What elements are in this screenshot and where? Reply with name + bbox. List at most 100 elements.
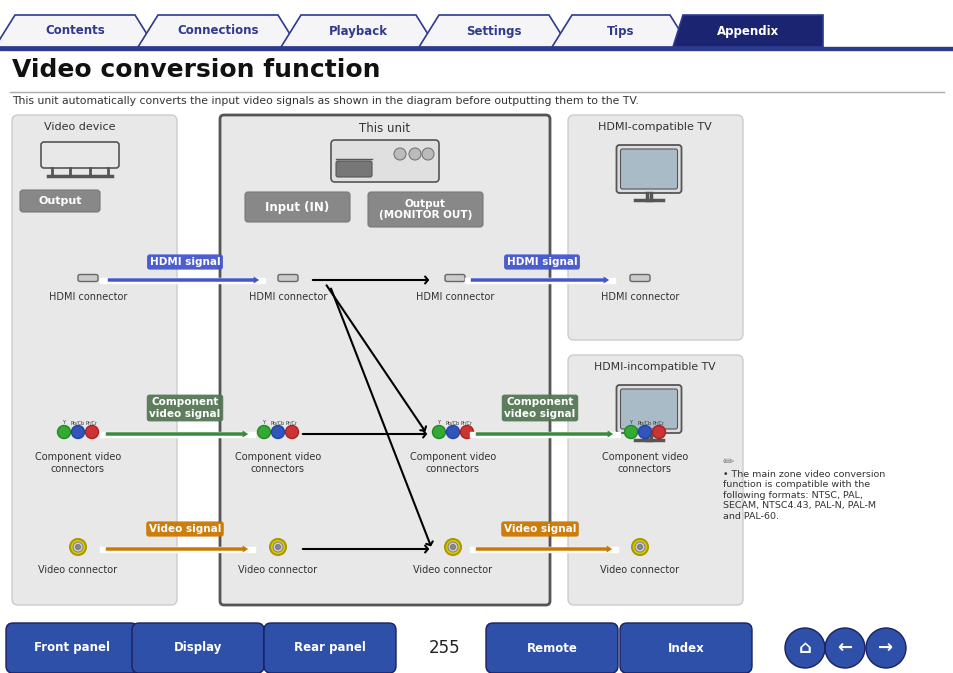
FancyBboxPatch shape bbox=[619, 149, 677, 189]
FancyBboxPatch shape bbox=[277, 275, 297, 281]
Text: HDMI signal: HDMI signal bbox=[150, 257, 220, 267]
FancyBboxPatch shape bbox=[12, 115, 177, 605]
Text: Pb/Cb: Pb/Cb bbox=[71, 421, 85, 425]
Text: HDMI connector: HDMI connector bbox=[600, 292, 679, 302]
Text: Input (IN): Input (IN) bbox=[265, 201, 330, 213]
Circle shape bbox=[446, 425, 459, 439]
FancyBboxPatch shape bbox=[245, 192, 350, 222]
FancyBboxPatch shape bbox=[368, 192, 482, 227]
FancyBboxPatch shape bbox=[619, 623, 751, 673]
Text: This unit automatically converts the input video signals as shown in the diagram: This unit automatically converts the inp… bbox=[12, 96, 639, 106]
Text: This unit: This unit bbox=[359, 122, 410, 135]
Text: ⌂: ⌂ bbox=[798, 639, 811, 657]
Text: Component
video signal: Component video signal bbox=[150, 397, 220, 419]
Circle shape bbox=[394, 148, 406, 160]
Text: Contents: Contents bbox=[45, 24, 105, 38]
Text: Remote: Remote bbox=[526, 641, 577, 655]
Text: Output
(MONITOR OUT): Output (MONITOR OUT) bbox=[378, 199, 472, 220]
Polygon shape bbox=[138, 15, 297, 47]
Polygon shape bbox=[0, 15, 154, 47]
Text: Video signal: Video signal bbox=[149, 524, 221, 534]
Circle shape bbox=[272, 425, 284, 439]
Text: Rear panel: Rear panel bbox=[294, 641, 366, 655]
Text: HDMI connector: HDMI connector bbox=[249, 292, 327, 302]
Text: Component video
connectors: Component video connectors bbox=[410, 452, 496, 474]
Text: HDMI connector: HDMI connector bbox=[416, 292, 494, 302]
Text: Component video
connectors: Component video connectors bbox=[234, 452, 321, 474]
FancyBboxPatch shape bbox=[616, 145, 680, 193]
Circle shape bbox=[460, 425, 473, 439]
Text: Video conversion function: Video conversion function bbox=[12, 58, 380, 82]
Circle shape bbox=[635, 542, 644, 552]
Circle shape bbox=[75, 544, 80, 549]
Circle shape bbox=[444, 539, 460, 555]
Polygon shape bbox=[281, 15, 436, 47]
Text: Pr/Cr: Pr/Cr bbox=[86, 421, 98, 425]
Circle shape bbox=[275, 544, 280, 549]
Circle shape bbox=[273, 542, 283, 552]
Text: Appendix: Appendix bbox=[716, 24, 779, 38]
FancyBboxPatch shape bbox=[567, 355, 742, 605]
FancyBboxPatch shape bbox=[629, 275, 649, 281]
Text: 255: 255 bbox=[429, 639, 460, 657]
Polygon shape bbox=[418, 15, 568, 47]
FancyBboxPatch shape bbox=[41, 142, 119, 168]
FancyBboxPatch shape bbox=[444, 275, 464, 281]
Circle shape bbox=[638, 425, 651, 439]
Circle shape bbox=[824, 628, 864, 668]
Text: Pr/Cr: Pr/Cr bbox=[460, 421, 473, 425]
Circle shape bbox=[57, 425, 71, 439]
Text: Video connector: Video connector bbox=[599, 565, 679, 575]
Circle shape bbox=[432, 425, 445, 439]
Text: Y: Y bbox=[262, 421, 265, 425]
Text: HDMI-incompatible TV: HDMI-incompatible TV bbox=[594, 362, 715, 372]
Text: Pr/Cr: Pr/Cr bbox=[286, 421, 297, 425]
Text: HDMI connector: HDMI connector bbox=[49, 292, 127, 302]
FancyBboxPatch shape bbox=[485, 623, 618, 673]
FancyBboxPatch shape bbox=[20, 190, 100, 212]
FancyBboxPatch shape bbox=[6, 623, 138, 673]
Text: Component
video signal: Component video signal bbox=[504, 397, 575, 419]
Text: HDMI-compatible TV: HDMI-compatible TV bbox=[598, 122, 711, 132]
Text: Video device: Video device bbox=[44, 122, 115, 132]
Circle shape bbox=[784, 628, 824, 668]
Text: Output: Output bbox=[38, 196, 82, 206]
Text: Y: Y bbox=[63, 421, 66, 425]
Polygon shape bbox=[672, 15, 822, 47]
FancyBboxPatch shape bbox=[335, 161, 372, 177]
Circle shape bbox=[86, 425, 98, 439]
Text: Tips: Tips bbox=[607, 24, 634, 38]
Text: Pb/Cb: Pb/Cb bbox=[445, 421, 459, 425]
Circle shape bbox=[450, 544, 455, 549]
Text: Settings: Settings bbox=[466, 24, 521, 38]
Text: Display: Display bbox=[173, 641, 222, 655]
Circle shape bbox=[285, 425, 298, 439]
Text: Playback: Playback bbox=[329, 24, 388, 38]
Circle shape bbox=[257, 425, 271, 439]
Circle shape bbox=[70, 539, 86, 555]
Circle shape bbox=[421, 148, 434, 160]
Circle shape bbox=[73, 542, 83, 552]
Text: Connections: Connections bbox=[177, 24, 258, 38]
FancyBboxPatch shape bbox=[567, 115, 742, 340]
FancyBboxPatch shape bbox=[264, 623, 395, 673]
Text: Index: Index bbox=[667, 641, 703, 655]
FancyBboxPatch shape bbox=[220, 115, 550, 605]
Text: Front panel: Front panel bbox=[34, 641, 110, 655]
Text: Y: Y bbox=[629, 421, 632, 425]
Circle shape bbox=[624, 425, 637, 439]
FancyBboxPatch shape bbox=[619, 389, 677, 429]
FancyBboxPatch shape bbox=[331, 140, 438, 182]
Text: Pr/Cr: Pr/Cr bbox=[652, 421, 664, 425]
FancyBboxPatch shape bbox=[616, 385, 680, 433]
Text: Pb/Cb: Pb/Cb bbox=[638, 421, 652, 425]
Text: HDMI signal: HDMI signal bbox=[506, 257, 577, 267]
Text: Component video
connectors: Component video connectors bbox=[35, 452, 121, 474]
Circle shape bbox=[652, 425, 665, 439]
FancyBboxPatch shape bbox=[132, 623, 264, 673]
Text: Video signal: Video signal bbox=[503, 524, 576, 534]
Text: Y: Y bbox=[437, 421, 440, 425]
Text: Video connector: Video connector bbox=[413, 565, 492, 575]
Text: • The main zone video conversion
function is compatible with the
following forma: • The main zone video conversion functio… bbox=[722, 470, 884, 521]
Text: ←: ← bbox=[837, 639, 852, 657]
